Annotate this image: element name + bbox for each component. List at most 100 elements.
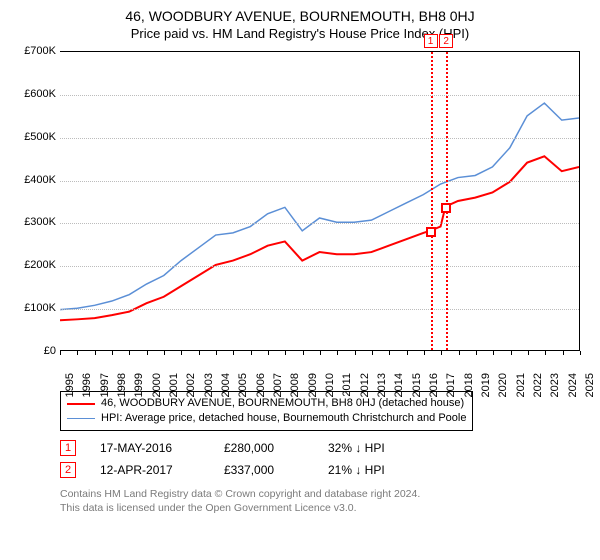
x-axis-label: 2016 <box>428 373 440 397</box>
y-axis-label: £600K <box>12 88 56 100</box>
legend-row: HPI: Average price, detached house, Bour… <box>67 411 466 426</box>
marker-vline <box>446 52 448 350</box>
x-tick <box>233 351 234 355</box>
footer-line-2: This data is licensed under the Open Gov… <box>60 501 588 515</box>
x-axis-label: 2007 <box>272 373 284 397</box>
marker-label: 2 <box>439 34 453 48</box>
gridline-h <box>60 266 579 267</box>
x-tick <box>129 351 130 355</box>
transaction-pct: 32% ↓ HPI <box>328 441 418 455</box>
x-tick <box>285 351 286 355</box>
x-tick <box>441 351 442 355</box>
gridline-h <box>60 181 579 182</box>
x-tick <box>147 351 148 355</box>
x-tick <box>320 351 321 355</box>
x-axis-label: 2001 <box>168 373 180 397</box>
x-tick <box>251 351 252 355</box>
transaction-table: 1 17-MAY-2016 £280,000 32% ↓ HPI 2 12-APR-201… <box>60 437 588 481</box>
y-axis-label: £0 <box>12 345 56 357</box>
y-axis-label: £200K <box>12 259 56 271</box>
x-tick <box>372 351 373 355</box>
transaction-date: 12-APR-2017 <box>100 463 200 477</box>
gridline-h <box>60 223 579 224</box>
x-tick <box>60 351 61 355</box>
x-tick <box>580 351 581 355</box>
x-tick <box>337 351 338 355</box>
marker-label: 1 <box>424 34 438 48</box>
x-axis-label: 2018 <box>463 373 475 397</box>
legend-text: HPI: Average price, detached house, Bour… <box>101 411 466 426</box>
x-axis-label: 1995 <box>64 373 76 397</box>
x-tick <box>389 351 390 355</box>
x-axis-label: 2021 <box>515 373 527 397</box>
chart-title: 46, WOODBURY AVENUE, BOURNEMOUTH, BH8 0H… <box>12 8 588 24</box>
x-axis-label: 1996 <box>81 373 93 397</box>
x-tick <box>216 351 217 355</box>
x-axis-label: 2023 <box>549 373 561 397</box>
marker-point <box>441 203 451 213</box>
x-axis-label: 2002 <box>185 373 197 397</box>
x-tick <box>268 351 269 355</box>
x-axis-label: 2000 <box>151 373 163 397</box>
x-axis-label: 1998 <box>116 373 128 397</box>
y-axis-label: £100K <box>12 302 56 314</box>
gridline-h <box>60 95 579 96</box>
x-tick <box>77 351 78 355</box>
legend-swatch <box>67 418 95 419</box>
series-hpi <box>60 103 579 310</box>
x-tick <box>459 351 460 355</box>
transaction-pct: 21% ↓ HPI <box>328 463 418 477</box>
x-tick <box>563 351 564 355</box>
x-tick <box>355 351 356 355</box>
x-tick <box>112 351 113 355</box>
x-axis-label: 2006 <box>255 373 267 397</box>
y-axis-label: £700K <box>12 45 56 57</box>
transaction-date: 17-MAY-2016 <box>100 441 200 455</box>
x-axis-label: 2020 <box>497 373 509 397</box>
transaction-row: 1 17-MAY-2016 £280,000 32% ↓ HPI <box>60 437 588 459</box>
transaction-marker-num: 2 <box>60 462 76 478</box>
x-axis-label: 2024 <box>567 373 579 397</box>
x-tick <box>95 351 96 355</box>
marker-vline <box>431 52 433 350</box>
x-axis-label: 2014 <box>393 373 405 397</box>
x-axis-label: 2005 <box>237 373 249 397</box>
x-axis-label: 2019 <box>480 373 492 397</box>
chart-subtitle: Price paid vs. HM Land Registry's House … <box>12 26 588 41</box>
x-tick <box>476 351 477 355</box>
x-axis-label: 2004 <box>220 373 232 397</box>
transaction-marker-num: 1 <box>60 440 76 456</box>
x-tick <box>511 351 512 355</box>
gridline-h <box>60 138 579 139</box>
x-axis-label: 2013 <box>376 373 388 397</box>
x-tick <box>199 351 200 355</box>
legend-swatch <box>67 403 95 405</box>
x-tick <box>181 351 182 355</box>
x-axis-label: 2017 <box>445 373 457 397</box>
footer-line-1: Contains HM Land Registry data © Crown c… <box>60 487 588 501</box>
gridline-h <box>60 309 579 310</box>
footer-attribution: Contains HM Land Registry data © Crown c… <box>60 487 588 515</box>
x-tick <box>545 351 546 355</box>
x-tick <box>528 351 529 355</box>
transaction-row: 2 12-APR-2017 £337,000 21% ↓ HPI <box>60 459 588 481</box>
chart-box: 12 £0£100K£200K£300K£400K£500K£600K£700K… <box>12 47 588 387</box>
x-axis-label: 2011 <box>341 373 353 397</box>
x-tick <box>407 351 408 355</box>
plot-area: 12 <box>60 51 580 351</box>
x-axis-label: 1999 <box>133 373 145 397</box>
y-axis-label: £500K <box>12 131 56 143</box>
x-axis-label: 1997 <box>99 373 111 397</box>
transaction-price: £280,000 <box>224 441 304 455</box>
x-axis-label: 2025 <box>584 373 596 397</box>
x-axis-label: 2008 <box>289 373 301 397</box>
legend-text: 46, WOODBURY AVENUE, BOURNEMOUTH, BH8 0H… <box>101 396 464 411</box>
x-tick <box>164 351 165 355</box>
x-axis-label: 2010 <box>324 373 336 397</box>
x-axis-label: 2012 <box>359 373 371 397</box>
x-axis-label: 2015 <box>411 373 423 397</box>
transaction-price: £337,000 <box>224 463 304 477</box>
chart-container: 46, WOODBURY AVENUE, BOURNEMOUTH, BH8 0H… <box>0 0 600 525</box>
line-svg <box>60 52 579 350</box>
y-axis-label: £300K <box>12 216 56 228</box>
